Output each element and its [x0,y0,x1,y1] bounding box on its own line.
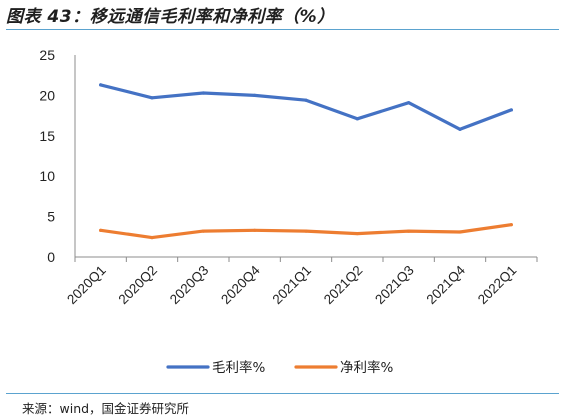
x-tick-label: 2020Q3 [167,263,212,308]
x-tick-labels: 2020Q1 2020Q2 2020Q3 2020Q4 2021Q1 2021Q2 2021… [64,262,519,307]
data-point [150,96,154,100]
y-tick-label: 25 [39,47,55,63]
series-lines [99,83,513,240]
legend: 毛利率% 净利率% [166,359,393,376]
data-point [253,228,257,232]
legend-label: 净利率% [340,359,393,376]
x-tick-label: 2022Q1 [475,263,520,308]
data-point [355,231,359,236]
data-point [99,228,103,232]
x-tick-label: 2020Q1 [64,263,109,308]
top-divider [6,29,559,30]
data-point [355,117,359,121]
data-point [509,223,513,227]
y-tick-label: 10 [39,168,55,184]
data-point [407,101,411,105]
data-point [253,93,257,97]
data-point [458,230,462,234]
bottom-divider [6,393,559,394]
chart-axes [74,55,538,262]
data-point [99,83,103,87]
x-tick-label: 2021Q1 [270,263,315,308]
y-tick-label: 20 [39,87,55,103]
data-point [150,236,154,240]
series-line-0 [99,83,513,131]
data-point [458,127,462,131]
x-tick-label: 2020Q2 [116,263,161,308]
y-tick-label: 0 [47,249,55,265]
x-tick-label: 2020Q4 [218,262,263,307]
data-point [201,229,205,233]
y-tick-labels: 0 5 10 15 20 25 [39,47,55,265]
data-point [304,98,308,102]
y-tick-label: 5 [47,209,55,225]
data-point [509,108,513,112]
data-point [407,229,411,233]
chart-title: 图表 43：移远通信毛利率和净利率（%） [6,7,335,27]
source-note: 来源：wind，国金证券研究所 [22,401,190,416]
legend-label: 毛利率% [212,359,265,376]
y-tick-label: 15 [39,128,55,144]
data-point [201,91,205,95]
x-tick-label: 2021Q2 [321,263,366,308]
data-point [304,229,308,233]
x-tick-label: 2021Q3 [372,263,417,308]
x-tick-label: 2021Q4 [424,262,469,307]
